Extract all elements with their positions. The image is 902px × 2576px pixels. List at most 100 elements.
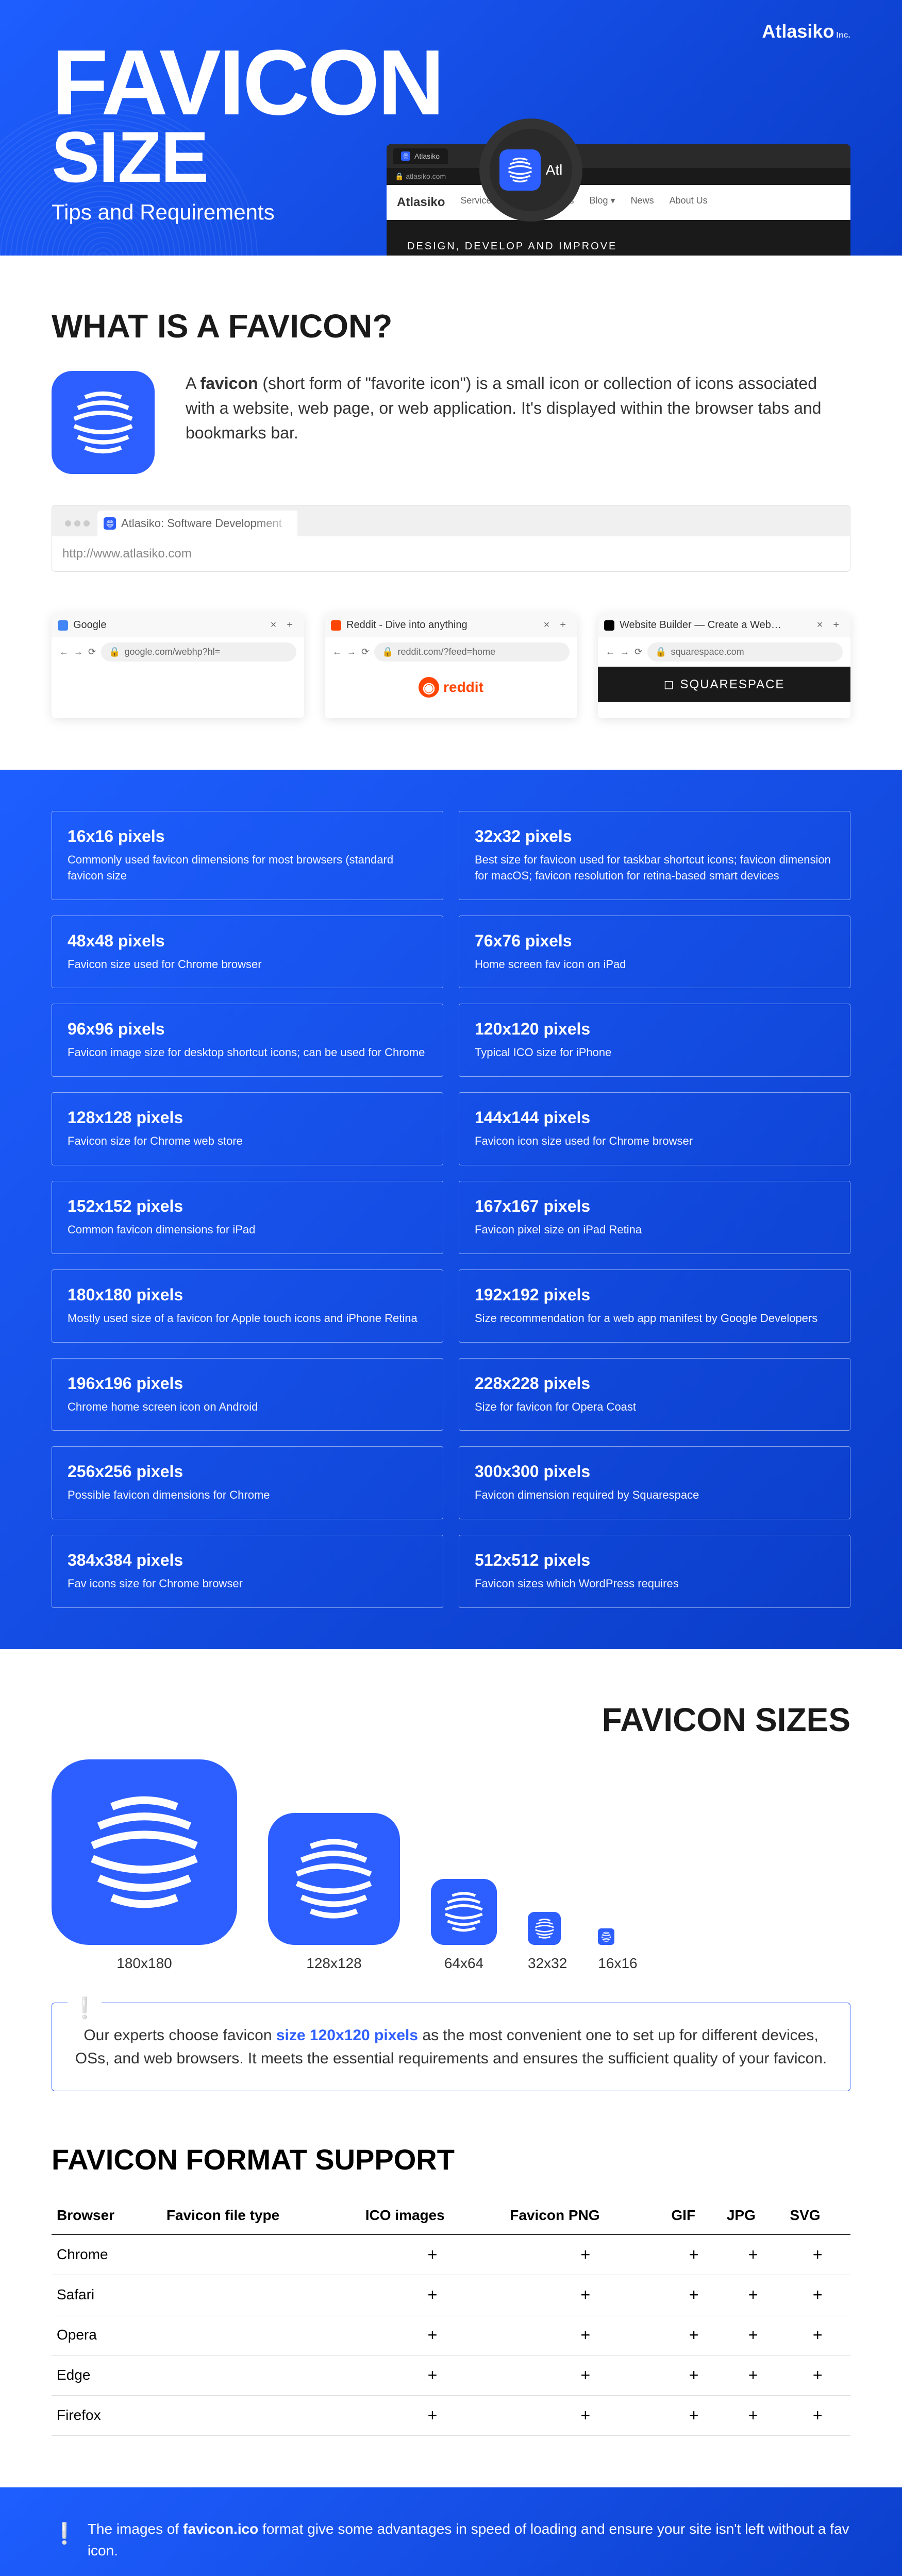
favicon-size-icon	[528, 1912, 561, 1945]
size-title: 192x192 pixels	[475, 1285, 834, 1304]
size-desc: Favicon dimension required by Squarespac…	[475, 1487, 834, 1503]
size-desc: Mostly used size of a favicon for Apple …	[68, 1311, 427, 1327]
forward-icon: →	[620, 647, 629, 657]
size-desc: Common favicon dimensions for iPad	[68, 1222, 427, 1238]
what-text: A favicon (short form of "favorite icon"…	[186, 371, 850, 445]
bottom-tip-1: ❕ The images of favicon.ico format give …	[52, 2518, 850, 2562]
table-header: GIF	[666, 2197, 721, 2234]
brand-name: Atlasiko	[762, 21, 834, 42]
size-title: 128x128 pixels	[68, 1108, 427, 1127]
size-title: 144x144 pixels	[475, 1108, 834, 1127]
size-card: 512x512 pixelsFavicon sizes which WordPr…	[459, 1535, 850, 1608]
size-title: 120x120 pixels	[475, 1020, 834, 1039]
support-cell: +	[784, 2275, 850, 2315]
window-dots	[57, 520, 97, 527]
support-cell: +	[666, 2395, 721, 2435]
browser-cell: Opera	[52, 2315, 161, 2355]
what-title: WHAT IS A FAVICON?	[52, 307, 850, 345]
size-card: 300x300 pixelsFavicon dimension required…	[459, 1446, 850, 1519]
tab-card: Google × + ← → ⟳ 🔒google.com/webhp?hl=	[52, 613, 304, 718]
size-visual-item: 64x64	[431, 1879, 497, 1972]
table-row: Safari+++++	[52, 2275, 850, 2315]
size-desc: Favicon size used for Chrome browser	[68, 957, 427, 973]
lock-icon: 🔒	[655, 647, 666, 657]
size-card: 384x384 pixelsFav icons size for Chrome …	[52, 1535, 443, 1608]
size-desc: Favicon pixel size on iPad Retina	[475, 1222, 834, 1238]
nav-item: Blog ▾	[590, 195, 615, 210]
tab-card: Reddit - Dive into anything × + ← → ⟳ 🔒r…	[325, 613, 577, 718]
size-card: 120x120 pixels Typical ICO size for iPhon…	[459, 1004, 850, 1077]
support-cell: +	[360, 2275, 505, 2315]
size-desc: Size for favicon for Opera Coast	[475, 1399, 834, 1415]
table-header: SVG	[784, 2197, 850, 2234]
lock-icon: 🔒	[382, 647, 393, 657]
browser-cell: Firefox	[52, 2395, 161, 2435]
sizes-visual-header: FAVICON SIZES	[52, 1701, 850, 1739]
size-desc: Favicon icon size used for Chrome browse…	[475, 1133, 834, 1149]
size-desc: Home screen fav icon on iPad	[475, 957, 834, 973]
support-cell: +	[784, 2234, 850, 2275]
brand-logo: AtlasikoInc.	[762, 21, 850, 42]
size-desc: Best size for favicon used for taskbar s…	[475, 852, 834, 884]
tabs-examples: Google × + ← → ⟳ 🔒google.com/webhp?hl= R…	[52, 613, 850, 718]
tab-title: Reddit - Dive into anything	[346, 619, 539, 631]
exclamation-icon: ❕	[52, 2518, 77, 2562]
support-cell: +	[784, 2395, 850, 2435]
favicon-size-icon	[431, 1879, 497, 1945]
size-title: 96x96 pixels	[68, 1020, 427, 1039]
size-card: 144x144 pixels Favicon icon size used for…	[459, 1092, 850, 1165]
support-cell: +	[360, 2234, 505, 2275]
nav-item: About Us	[670, 195, 708, 210]
nav-item: Atlasiko	[397, 195, 445, 210]
forward-icon: →	[347, 647, 356, 657]
magnifier-icon: Atl	[479, 118, 582, 222]
support-cell	[161, 2315, 360, 2355]
size-visual-item: 32x32	[528, 1912, 567, 1972]
size-desc: Favicon size for Chrome web store	[68, 1133, 427, 1149]
size-title: 152x152 pixels	[68, 1197, 427, 1216]
browser-cell: Edge	[52, 2355, 161, 2395]
size-title: 256x256 pixels	[68, 1462, 427, 1481]
size-desc: Favicon sizes which WordPress requires	[475, 1576, 834, 1592]
reload-icon: ⟳	[634, 647, 642, 657]
size-card: 96x96 pixels Favicon image size for deskt…	[52, 1004, 443, 1077]
lock-icon: 🔒	[109, 647, 120, 657]
tab-header: Website Builder — Create a Web… × +	[598, 613, 850, 637]
size-card: 256x256 pixelsPossible favicon dimension…	[52, 1446, 443, 1519]
support-cell: +	[666, 2355, 721, 2395]
address-bar: 🔒reddit.com/?feed=home	[374, 642, 570, 662]
support-cell: +	[784, 2315, 850, 2355]
tab-title: Website Builder — Create a Web…	[620, 619, 812, 631]
favicon-sample-icon	[52, 371, 155, 474]
table-row: Firefox+++++	[52, 2395, 850, 2435]
table-header: Browser	[52, 2197, 161, 2234]
support-cell	[161, 2395, 360, 2435]
table-row: Chrome+++++	[52, 2234, 850, 2275]
back-icon: ←	[332, 647, 342, 657]
support-cell: +	[360, 2315, 505, 2355]
favicon-size-icon	[268, 1813, 400, 1945]
browser-tab-label: Atlasiko: Software Development	[121, 517, 282, 530]
screenshot-nav: AtlasikoServices ▾Case StudiesBlog ▾News…	[387, 185, 850, 220]
size-card: 16x16 pixelsCommonly used favicon dimens…	[52, 811, 443, 900]
browser-cell: Safari	[52, 2275, 161, 2315]
support-cell: +	[666, 2275, 721, 2315]
tab-header: Reddit - Dive into anything × +	[325, 613, 577, 637]
back-icon: ←	[59, 647, 69, 657]
size-visual-item: 128x128	[268, 1813, 400, 1972]
address-bar: 🔒google.com/webhp?hl=	[101, 642, 296, 662]
size-card: 48x48 pixels Favicon size used for Chrome…	[52, 916, 443, 989]
plus-icon: +	[555, 619, 571, 631]
size-card: 128x128 pixels Favicon size for Chrome we…	[52, 1092, 443, 1165]
size-card: 196x196 pixelsChrome home screen icon on…	[52, 1358, 443, 1431]
close-icon: ×	[271, 619, 277, 631]
size-desc: Typical ICO size for iPhone	[475, 1045, 834, 1061]
support-cell	[161, 2234, 360, 2275]
tab-label: Atlasiko	[414, 152, 440, 160]
size-title: 48x48 pixels	[68, 931, 427, 951]
forward-icon: →	[74, 647, 83, 657]
support-cell: +	[360, 2395, 505, 2435]
size-desc: Favicon image size for desktop shortcut …	[68, 1045, 427, 1061]
magnifier-tab-text: Atl	[546, 162, 563, 178]
size-visual-label: 32x32	[528, 1955, 567, 1972]
